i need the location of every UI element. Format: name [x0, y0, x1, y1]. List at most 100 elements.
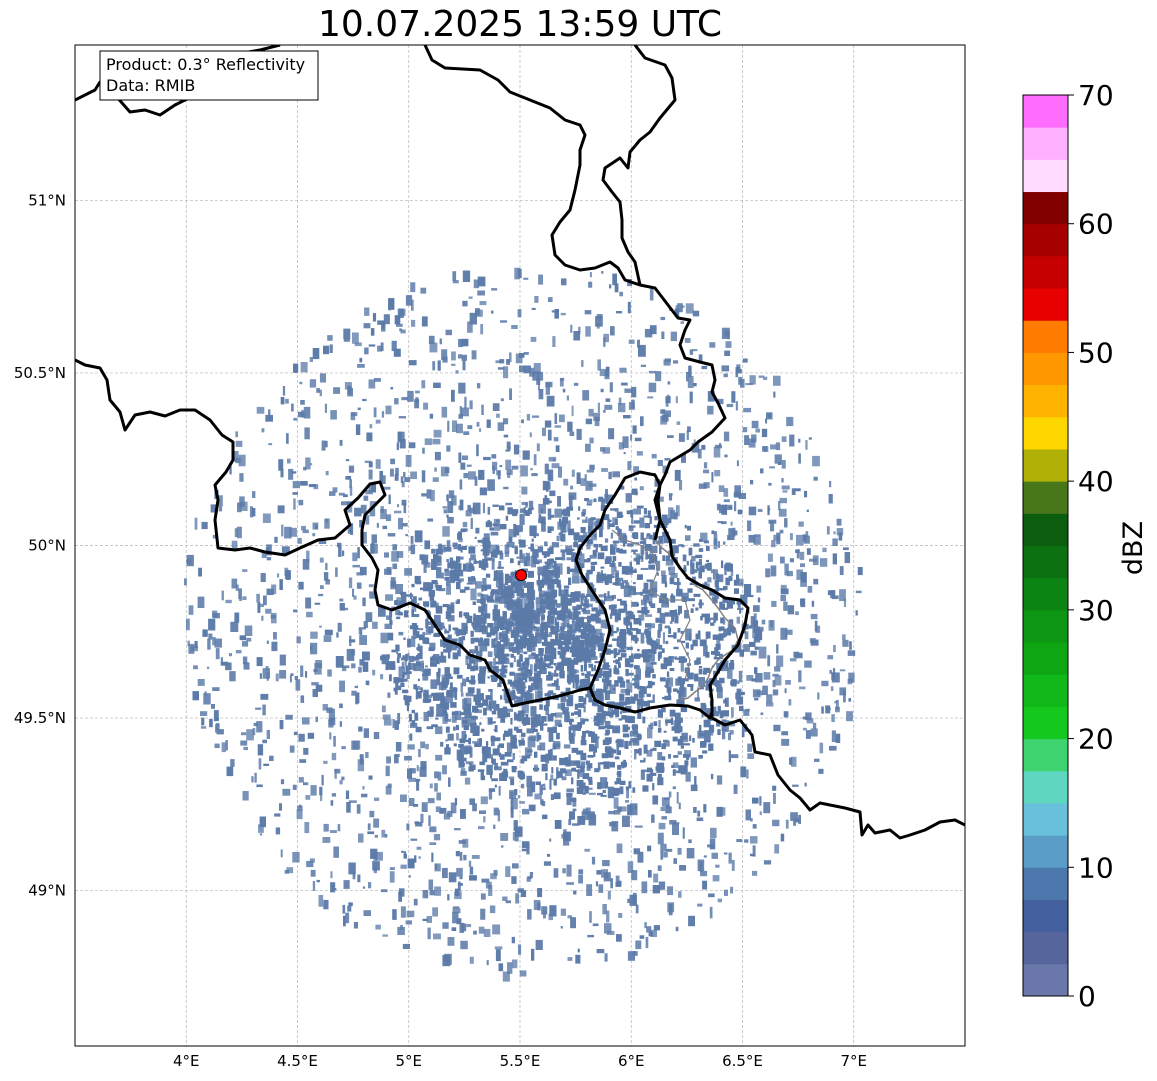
echo-cell — [395, 644, 400, 652]
lat-tick-label: 50.5°N — [14, 364, 66, 382]
echo-cell — [309, 858, 315, 863]
echo-cell — [514, 672, 522, 681]
echo-cell — [827, 707, 831, 711]
echo-cell — [401, 850, 405, 853]
echo-cell — [587, 623, 592, 628]
echo-cell — [279, 579, 283, 590]
echo-cell — [648, 564, 656, 570]
echo-cell — [552, 726, 557, 733]
echo-cell — [451, 389, 455, 402]
echo-cell — [599, 368, 607, 377]
echo-cell — [479, 666, 483, 670]
echo-cell — [541, 763, 548, 772]
echo-cell — [529, 872, 533, 878]
echo-cell — [459, 556, 464, 560]
echo-cell — [604, 675, 610, 680]
echo-cell — [754, 697, 759, 701]
echo-cell — [382, 934, 388, 937]
echo-cell — [557, 703, 561, 709]
echo-cell — [458, 760, 465, 768]
echo-cell — [689, 391, 693, 404]
echo-cell — [312, 689, 318, 697]
echo-cell — [683, 743, 690, 746]
echo-cell — [587, 603, 593, 608]
echo-cell — [730, 680, 736, 686]
echo-cell — [537, 566, 545, 576]
echo-cell — [590, 674, 597, 677]
echo-cell — [538, 514, 542, 519]
echo-cell — [511, 581, 517, 588]
echo-cell — [564, 648, 570, 652]
echo-cell — [249, 506, 254, 518]
echo-cell — [409, 733, 413, 741]
echo-cell — [592, 629, 597, 633]
echo-cell — [800, 563, 805, 568]
echo-cell — [310, 631, 318, 639]
echo-cell — [566, 788, 574, 793]
echo-cell — [499, 677, 503, 684]
echo-cell — [657, 865, 662, 871]
echo-cell — [708, 743, 714, 751]
echo-cell — [606, 751, 613, 758]
echo-cell — [796, 569, 803, 580]
echo-cell — [587, 615, 591, 623]
echo-cell — [508, 642, 514, 651]
echo-cell — [286, 867, 294, 874]
echo-cell — [588, 776, 593, 782]
echo-cell — [550, 626, 556, 631]
echo-cell — [426, 489, 432, 499]
echo-cell — [503, 486, 509, 490]
echo-cell — [455, 851, 460, 857]
echo-cell — [299, 759, 307, 763]
echo-cell — [744, 839, 749, 843]
echo-cell — [308, 484, 317, 488]
echo-cell — [582, 792, 586, 795]
echo-cell — [754, 667, 758, 674]
echo-cell — [458, 637, 464, 647]
echo-cell — [606, 494, 614, 504]
echo-cell — [628, 614, 636, 620]
echo-cell — [328, 717, 336, 726]
echo-cell — [217, 495, 223, 507]
echo-cell — [716, 574, 724, 583]
echo-cell — [520, 465, 528, 477]
echo-cell — [434, 614, 441, 627]
echo-cell — [516, 729, 523, 733]
echo-cell — [726, 599, 732, 603]
echo-cell — [570, 797, 577, 802]
echo-cell — [489, 527, 494, 531]
echo-cell — [329, 732, 332, 740]
echo-cell — [636, 603, 639, 607]
echo-cell — [705, 712, 713, 717]
echo-cell — [558, 466, 562, 478]
echo-cell — [239, 496, 245, 507]
echo-cell — [709, 838, 716, 850]
echo-cell — [464, 626, 468, 632]
echo-cell — [571, 659, 574, 668]
echo-cell — [650, 748, 654, 752]
echo-cell — [728, 575, 732, 580]
echo-cell — [416, 628, 424, 631]
echo-cell — [440, 651, 444, 659]
echo-cell — [545, 625, 548, 633]
echo-cell — [547, 508, 552, 520]
echo-cell — [263, 763, 270, 766]
echo-cell — [664, 695, 672, 701]
echo-cell — [466, 582, 473, 585]
echo-cell — [561, 776, 567, 781]
echo-cell — [423, 402, 429, 410]
echo-cell — [674, 615, 679, 624]
echo-cell — [504, 730, 510, 737]
echo-cell — [602, 710, 606, 718]
echo-cell — [577, 948, 580, 953]
echo-cell — [479, 428, 482, 432]
echo-cell — [555, 603, 561, 608]
echo-cell — [595, 688, 602, 692]
echo-cell — [207, 638, 211, 650]
echo-cell — [506, 359, 510, 365]
echo-cell — [510, 718, 513, 725]
echo-cell — [550, 774, 554, 781]
echo-cell — [508, 528, 517, 538]
echo-cell — [464, 396, 467, 409]
echo-cell — [242, 791, 249, 801]
